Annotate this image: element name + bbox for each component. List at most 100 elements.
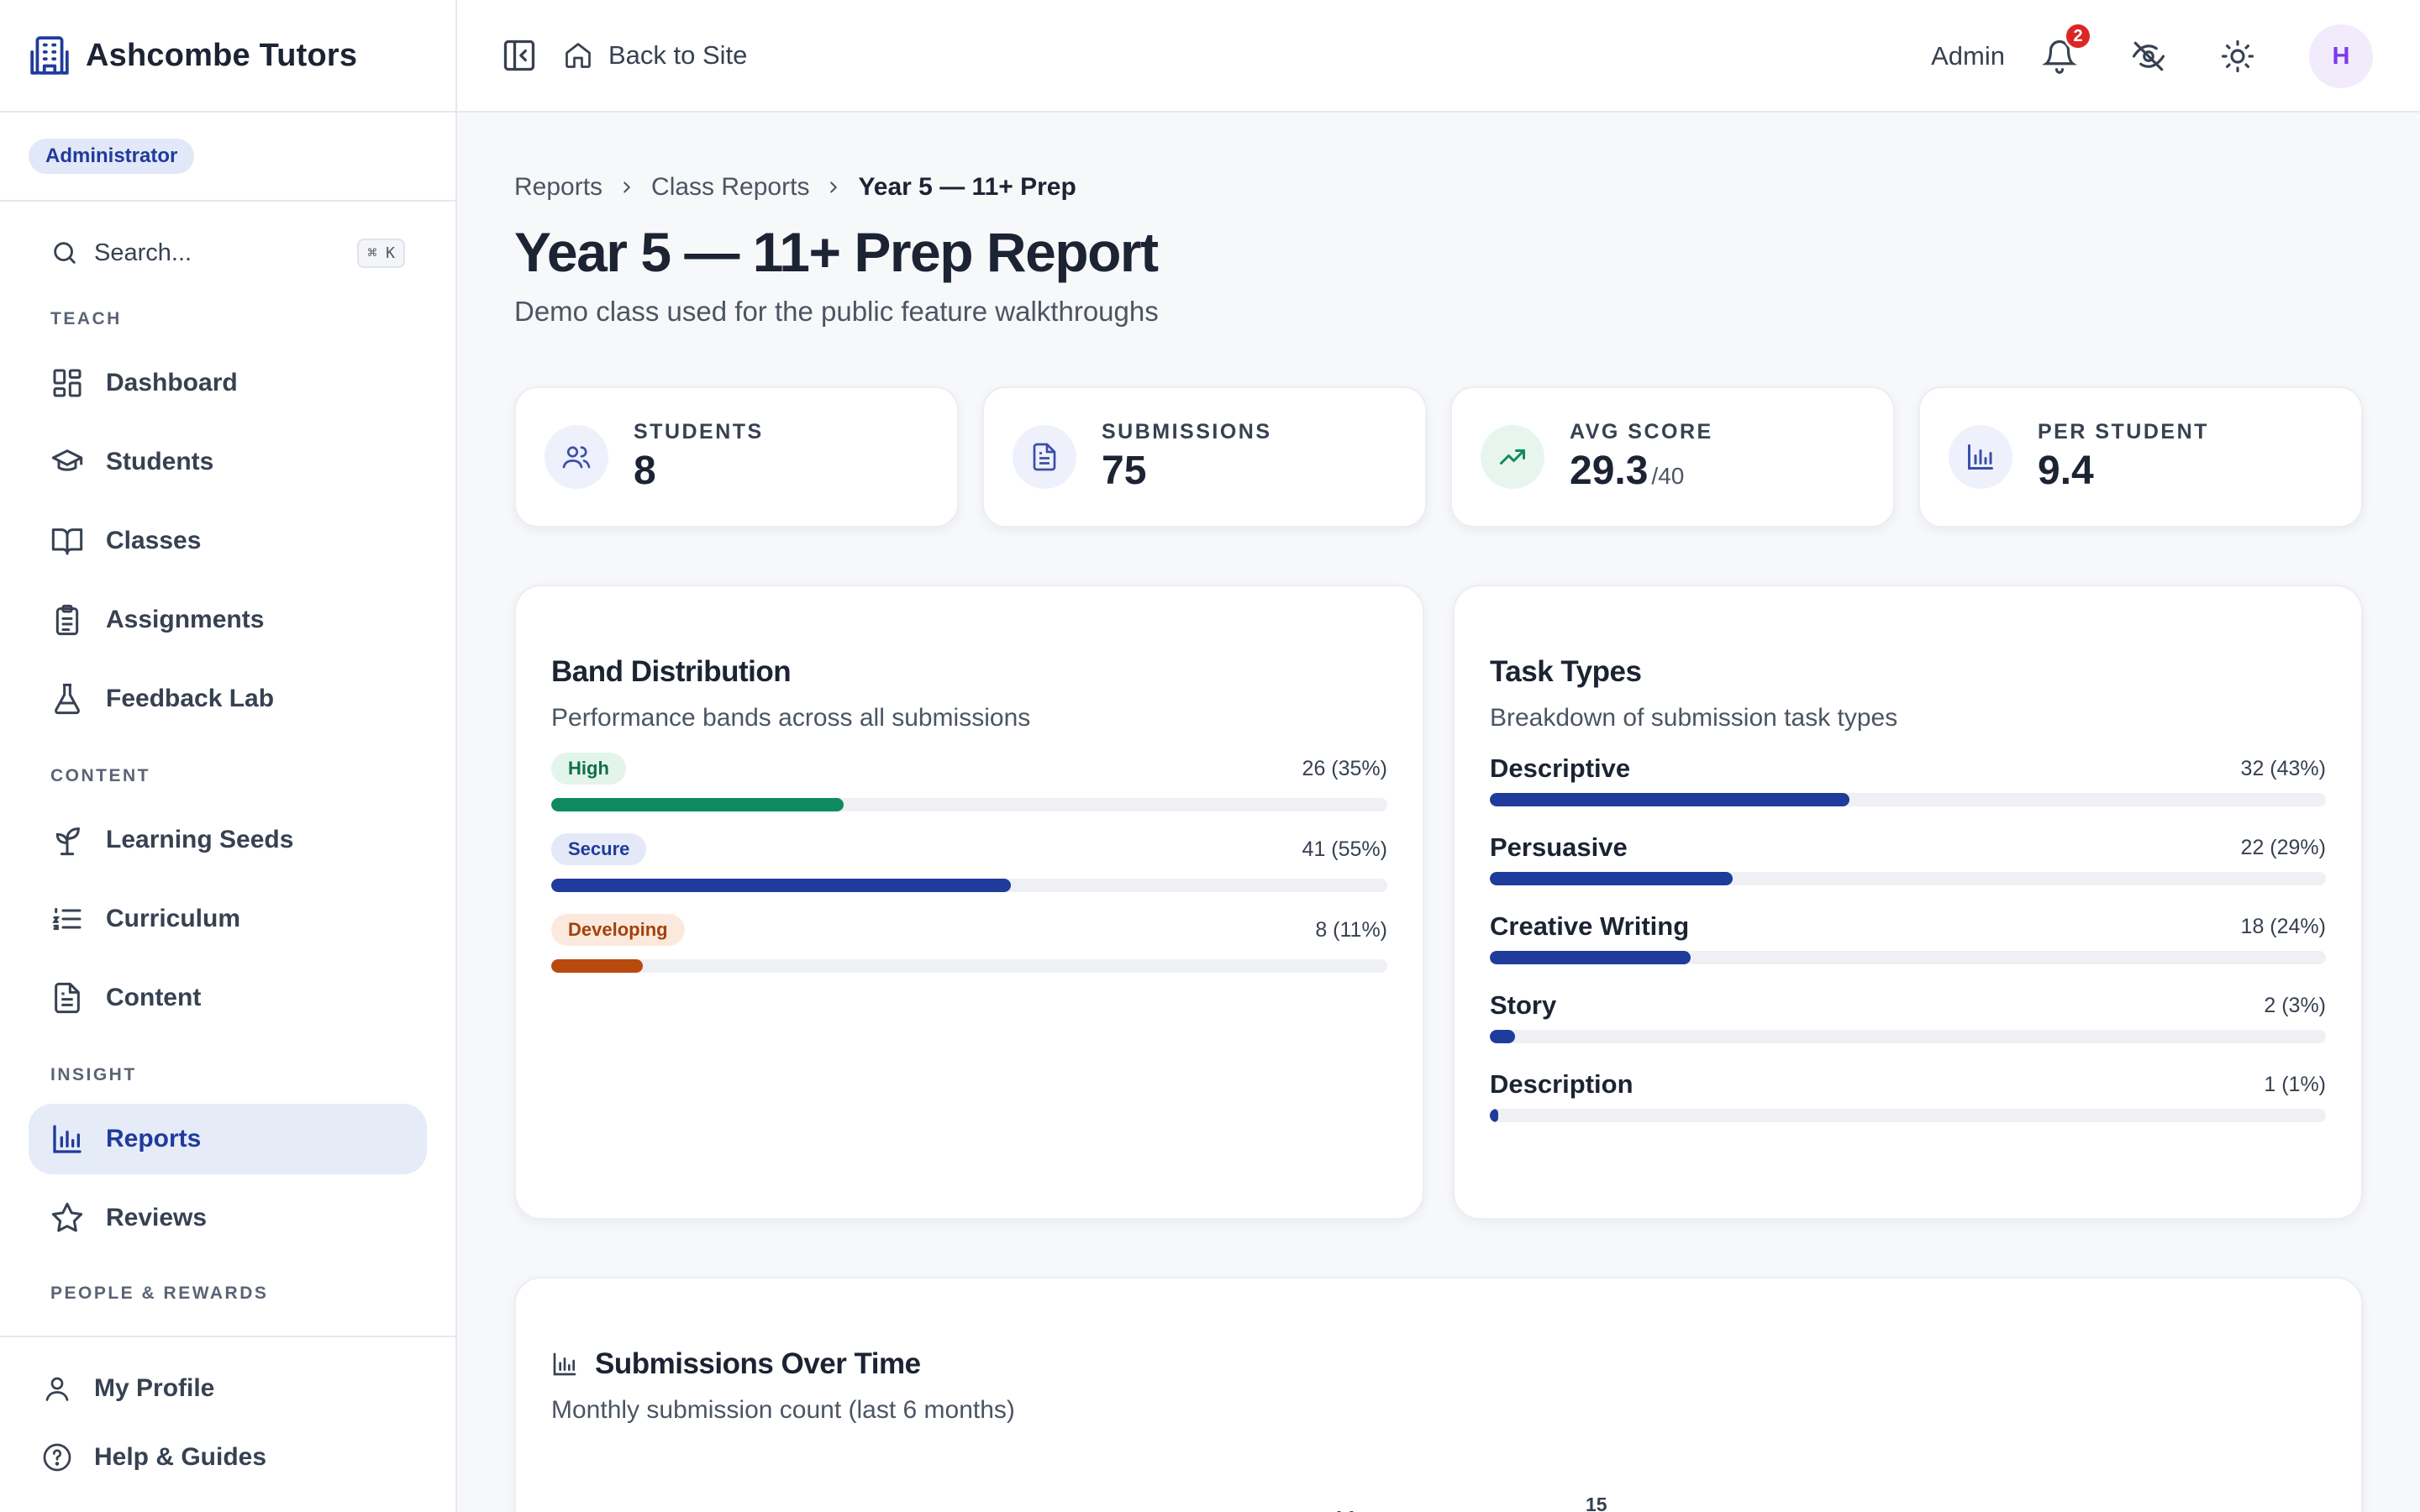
theme-toggle-button[interactable] — [2220, 39, 2255, 74]
bar-head: Story 2 (3%) — [1490, 986, 2326, 1025]
stat-card-avg-score: AVG SCORE 29.3/40 — [1450, 386, 1895, 528]
sidebar-item-label: Help & Guides — [94, 1443, 267, 1471]
band-track — [551, 879, 1387, 892]
sidebar-item-feedback-lab[interactable]: Feedback Lab — [29, 664, 427, 734]
task-type-count: 22 (29%) — [2240, 835, 2326, 859]
task-type-label: Creative Writing — [1490, 911, 1690, 941]
sidebar-item-curriculum[interactable]: Curriculum — [29, 884, 427, 954]
sidebar-item-label: Reviews — [106, 1204, 208, 1231]
back-to-site-link[interactable]: Back to Site — [563, 40, 747, 71]
document-icon — [55, 982, 80, 1014]
sun-icon — [2221, 39, 2254, 73]
stat-card-submissions: SUBMISSIONS 75 — [982, 386, 1427, 528]
role-area: Administrator — [0, 113, 455, 202]
stat-unit: /40 — [1651, 463, 1685, 489]
search-placeholder: Search... — [94, 239, 192, 266]
brand[interactable]: Ashcombe Tutors — [0, 0, 455, 113]
sidebar-item-label: Learning Seeds — [106, 826, 294, 853]
task-type-row: Persuasive 22 (29%) — [1490, 828, 2326, 885]
bar-chart-icon — [1968, 444, 1993, 470]
brand-name: Ashcombe Tutors — [86, 37, 358, 73]
sidebar-item-label: Content — [106, 984, 202, 1011]
trending-up-icon — [1500, 449, 1525, 465]
task-type-track — [1490, 793, 2326, 806]
stat-icon-circle — [1481, 425, 1544, 489]
bar-head: Secure 41 (55%) — [551, 830, 1387, 869]
section-label-insight: INSIGHT — [50, 1065, 137, 1084]
sidebar: Ashcombe Tutors Administrator Search... … — [0, 0, 457, 1512]
flask-icon — [55, 683, 80, 715]
search-input[interactable]: Search... ⌘ K — [29, 225, 427, 281]
notifications-button[interactable]: 2 — [2042, 22, 2092, 74]
sidebar-item-label: Students — [106, 448, 214, 475]
bar-head: Developing 8 (11%) — [551, 911, 1387, 949]
sidebar-item-reviews[interactable]: Reviews — [29, 1183, 427, 1253]
stat-value: 9.4 — [2038, 448, 2209, 494]
help-circle-icon — [43, 1443, 71, 1472]
task-type-count: 1 (1%) — [2264, 1072, 2326, 1096]
bar-chart-icon — [53, 1125, 82, 1153]
stat-value: 75 — [1102, 448, 1272, 494]
stat-value-number: 9.4 — [2038, 449, 2094, 493]
sidebar-item-dashboard[interactable]: Dashboard — [29, 348, 427, 418]
stat-label: AVG SCORE — [1570, 420, 1713, 444]
stat-value-number: 29.3 — [1570, 449, 1649, 493]
task-type-count: 2 (3%) — [2264, 993, 2326, 1017]
task-type-track — [1490, 1109, 2326, 1122]
sidebar-item-students[interactable]: Students — [29, 427, 427, 497]
band-track — [551, 959, 1387, 973]
home-icon — [566, 43, 591, 68]
sidebar-item-learning-seeds[interactable]: Learning Seeds — [29, 805, 427, 875]
sidebar-item-label: Curriculum — [106, 905, 241, 932]
list-icon — [52, 907, 82, 931]
stat-value: 29.3/40 — [1570, 448, 1713, 494]
stat-label: PER STUDENT — [2038, 420, 2209, 444]
stat-icon-circle — [1949, 425, 2012, 489]
section-label-teach: TEACH — [50, 309, 122, 328]
stat-icon-circle — [1013, 425, 1076, 489]
card-title: Band Distribution — [551, 655, 792, 688]
privacy-toggle-button[interactable] — [2131, 39, 2166, 74]
task-type-label: Story — [1490, 990, 1557, 1020]
card-subtitle: Monthly submission count (last 6 months) — [551, 1396, 1015, 1424]
clipboard-icon — [55, 604, 79, 636]
user-icon — [45, 1377, 69, 1401]
sidebar-item-help-guides[interactable]: Help & Guides — [0, 1423, 455, 1492]
card-title: Submissions Over Time — [595, 1347, 921, 1380]
bar-head: High 26 (35%) — [551, 749, 1387, 788]
breadcrumb-reports[interactable]: Reports — [514, 173, 603, 201]
task-type-row: Creative Writing 18 (24%) — [1490, 907, 2326, 964]
sidebar-toggle-icon[interactable] — [501, 37, 538, 74]
task-type-count: 18 (24%) — [2240, 914, 2326, 938]
task-types-card: Task Types Breakdown of submission task … — [1453, 585, 2363, 1220]
bell-icon — [2042, 40, 2077, 74]
search-icon — [54, 242, 76, 264]
section-label-people-rewards: PEOPLE & REWARDS — [50, 1284, 269, 1303]
task-type-fill — [1490, 872, 1733, 885]
breadcrumb-class-reports[interactable]: Class Reports — [651, 173, 810, 201]
band-fill — [551, 879, 1012, 892]
sprout-icon — [55, 827, 80, 856]
sidebar-item-content[interactable]: Content — [29, 963, 427, 1033]
admin-link[interactable]: Admin — [1931, 41, 2005, 71]
stat-card-per-student: PER STUDENT 9.4 — [1918, 386, 2363, 528]
stats-row: STUDENTS 8 SUBMISSIONS 75 AVG SCORE 29.3… — [514, 386, 2363, 528]
sidebar-item-classes[interactable]: Classes — [29, 506, 427, 576]
task-type-count: 32 (43%) — [2240, 756, 2326, 780]
avatar[interactable]: H — [2309, 24, 2373, 88]
band-row: High 26 (35%) — [551, 749, 1387, 811]
band-count: 8 (11%) — [1315, 917, 1387, 942]
band-count: 41 (55%) — [1302, 837, 1387, 861]
sidebar-item-assignments[interactable]: Assignments — [29, 585, 427, 655]
sidebar-item-my-profile[interactable]: My Profile — [0, 1354, 455, 1423]
page-title: Year 5 — 11+ Prep Report — [514, 221, 1159, 283]
band-row: Secure 41 (55%) — [551, 830, 1387, 892]
task-type-label: Description — [1490, 1069, 1634, 1099]
sidebar-item-reports[interactable]: Reports — [29, 1104, 427, 1174]
sidebar-item-label: Dashboard — [106, 369, 238, 396]
stat-label: STUDENTS — [634, 420, 764, 444]
task-type-fill — [1490, 951, 1691, 964]
band-pill: Developing — [551, 914, 685, 946]
task-type-row: Story 2 (3%) — [1490, 986, 2326, 1043]
back-to-site-label: Back to Site — [608, 40, 748, 70]
